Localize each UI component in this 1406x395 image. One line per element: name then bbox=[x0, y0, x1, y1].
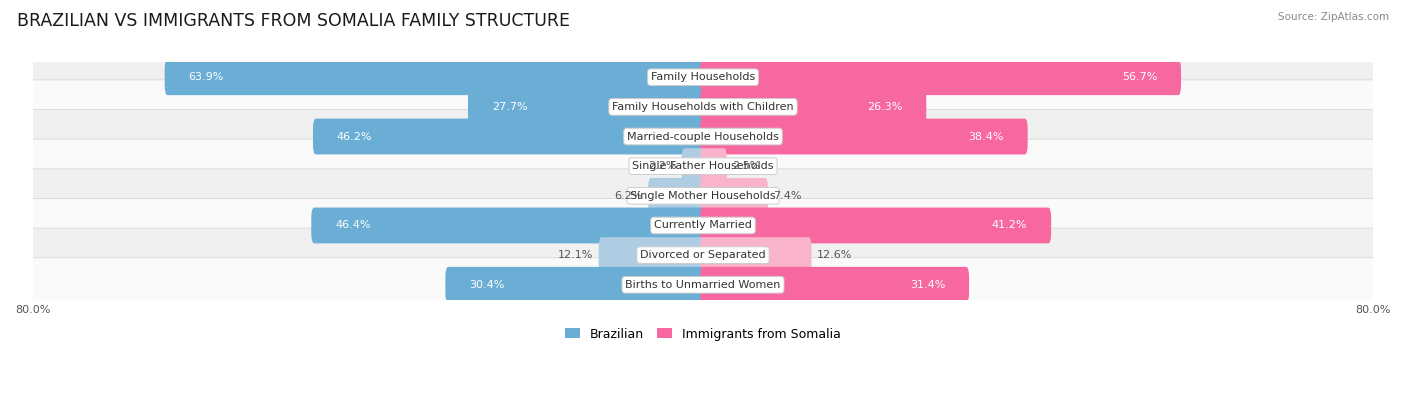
Text: 12.1%: 12.1% bbox=[558, 250, 593, 260]
Text: 38.4%: 38.4% bbox=[969, 132, 1004, 141]
Text: 7.4%: 7.4% bbox=[773, 191, 801, 201]
FancyBboxPatch shape bbox=[311, 207, 706, 243]
Text: 56.7%: 56.7% bbox=[1122, 72, 1157, 82]
Text: Currently Married: Currently Married bbox=[654, 220, 752, 230]
FancyBboxPatch shape bbox=[28, 109, 1378, 164]
Text: 31.4%: 31.4% bbox=[910, 280, 945, 290]
Text: 41.2%: 41.2% bbox=[991, 220, 1028, 230]
Text: Divorced or Separated: Divorced or Separated bbox=[640, 250, 766, 260]
Text: 46.4%: 46.4% bbox=[335, 220, 371, 230]
Text: Single Father Households: Single Father Households bbox=[633, 161, 773, 171]
FancyBboxPatch shape bbox=[446, 267, 706, 303]
Text: 63.9%: 63.9% bbox=[188, 72, 224, 82]
FancyBboxPatch shape bbox=[28, 258, 1378, 312]
FancyBboxPatch shape bbox=[314, 118, 706, 154]
FancyBboxPatch shape bbox=[700, 207, 1052, 243]
Text: 2.2%: 2.2% bbox=[648, 161, 676, 171]
FancyBboxPatch shape bbox=[648, 178, 706, 214]
Text: 46.2%: 46.2% bbox=[337, 132, 373, 141]
FancyBboxPatch shape bbox=[700, 148, 727, 184]
Text: 26.3%: 26.3% bbox=[868, 102, 903, 112]
FancyBboxPatch shape bbox=[28, 198, 1378, 252]
Text: 30.4%: 30.4% bbox=[470, 280, 505, 290]
FancyBboxPatch shape bbox=[165, 59, 706, 95]
Text: 6.2%: 6.2% bbox=[614, 191, 643, 201]
Text: Source: ZipAtlas.com: Source: ZipAtlas.com bbox=[1278, 12, 1389, 22]
Text: 12.6%: 12.6% bbox=[817, 250, 852, 260]
FancyBboxPatch shape bbox=[700, 237, 811, 273]
FancyBboxPatch shape bbox=[28, 50, 1378, 104]
Text: Married-couple Households: Married-couple Households bbox=[627, 132, 779, 141]
Text: Family Households with Children: Family Households with Children bbox=[612, 102, 794, 112]
FancyBboxPatch shape bbox=[28, 169, 1378, 223]
FancyBboxPatch shape bbox=[700, 267, 969, 303]
FancyBboxPatch shape bbox=[700, 59, 1181, 95]
Text: 27.7%: 27.7% bbox=[492, 102, 527, 112]
Text: 2.5%: 2.5% bbox=[733, 161, 761, 171]
FancyBboxPatch shape bbox=[700, 89, 927, 125]
Text: BRAZILIAN VS IMMIGRANTS FROM SOMALIA FAMILY STRUCTURE: BRAZILIAN VS IMMIGRANTS FROM SOMALIA FAM… bbox=[17, 12, 569, 30]
FancyBboxPatch shape bbox=[700, 178, 768, 214]
Text: Family Households: Family Households bbox=[651, 72, 755, 82]
FancyBboxPatch shape bbox=[28, 139, 1378, 193]
Text: Births to Unmarried Women: Births to Unmarried Women bbox=[626, 280, 780, 290]
FancyBboxPatch shape bbox=[599, 237, 706, 273]
FancyBboxPatch shape bbox=[28, 80, 1378, 134]
Legend: Brazilian, Immigrants from Somalia: Brazilian, Immigrants from Somalia bbox=[560, 323, 846, 346]
FancyBboxPatch shape bbox=[468, 89, 706, 125]
Text: Single Mother Households: Single Mother Households bbox=[630, 191, 776, 201]
FancyBboxPatch shape bbox=[28, 228, 1378, 282]
FancyBboxPatch shape bbox=[682, 148, 706, 184]
FancyBboxPatch shape bbox=[700, 118, 1028, 154]
